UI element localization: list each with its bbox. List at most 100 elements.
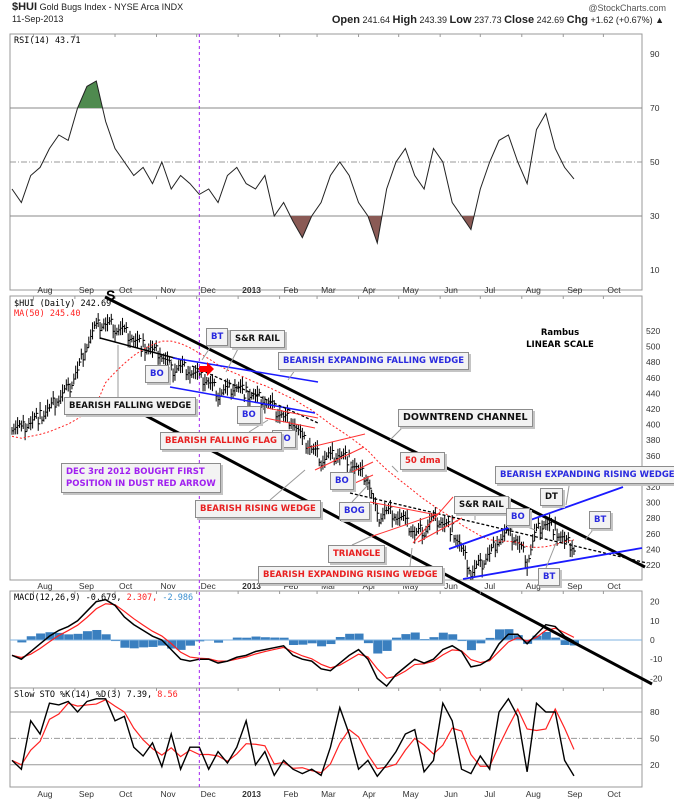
bo-callout-4: BO [330,472,354,490]
month-label: Dec [201,789,217,799]
macd-tick-label: -10 [650,654,663,664]
month-label: May [403,285,420,295]
ohlc-readout: Open 241.64 High 243.39 Low 237.73 Close… [332,14,664,26]
month-label: 2013 [242,285,261,295]
high-value: 243.39 [419,15,448,25]
index-name: Gold Bugs Index - NYSE Arca INDX [39,2,184,12]
sto-tick-label: 80 [650,707,660,717]
macd-legend-name: MACD(12,26,9) -0.679, [14,593,121,603]
macd-histogram-bar [307,640,317,644]
dt-callout: DT [540,488,563,506]
month-label: Jun [444,789,458,799]
macd-histogram-bar [382,640,392,651]
macd-histogram-bar [73,633,83,640]
macd-line [11,598,575,688]
triangle-upper [369,501,438,516]
rising-wedge-upper [306,433,366,449]
price-tick-label: 480 [646,357,660,367]
bo-callout-2: BO [237,406,261,424]
bt-callout-3: BT [538,568,561,586]
macd-histogram-bar [185,640,195,646]
macd-legend: MACD(12,26,9) -0.679, 2.307, -2.986 [14,593,193,603]
macd-histogram-bar [111,640,121,642]
shoulder-label: S [106,287,115,303]
month-label: Mar [321,789,336,799]
credit: @StockCharts.com [588,3,666,13]
blue-rising-wedge-upper [448,486,624,550]
small-flag-upper [351,461,374,473]
bearish-falling-wedge-callout: BEARISH FALLING WEDGE [64,397,197,415]
triangle-callout: TRIANGLE [328,545,386,563]
price-tick-label: 440 [646,388,660,398]
month-label: Oct [119,789,133,799]
sto-tick-label: 20 [650,760,660,770]
low-value: 237.73 [474,15,502,25]
month-label: Mar [321,581,336,591]
month-label: Oct [119,581,133,591]
month-label: Nov [161,285,177,295]
month-label: Feb [284,789,299,799]
macd-tick-label: 20 [650,597,660,607]
rsi-tick-label: 90 [650,49,660,59]
month-label: Nov [161,581,177,591]
open-label: Open [331,14,360,26]
macd-histogram-bar [26,636,36,640]
sto-panel [9,687,643,788]
downtrend-channel-upper [104,295,646,569]
macd-tick-label: -20 [650,673,663,683]
bearish-expanding-falling-wedge-callout: BEARISH EXPANDING FALLING WEDGE [278,352,470,370]
downtrend-channel-callout: DOWNTREND CHANNEL [398,409,533,427]
macd-histogram-bar [551,637,561,640]
sto-tick-label: 50 [650,733,660,743]
macd-histogram-bar [392,637,402,640]
macd-histogram-bar [17,640,27,643]
macd-histogram-bar [560,640,570,645]
macd-histogram-bar [120,640,130,648]
dec-callout-line-2: POSITION IN DUST RED ARROW [66,479,216,489]
month-label: Sep [567,581,582,591]
bo-callout-5: BO [506,508,530,526]
bo-callout-1: BO [145,365,169,383]
macd-histogram-bar [36,633,46,640]
red-arrow-icon [199,362,214,376]
ma50-line [11,340,575,548]
macd-histogram-bar [260,637,270,640]
expanding-wedge-upper [172,357,319,383]
month-label: Oct [607,285,621,295]
price-tick-label: 500 [646,342,660,352]
month-label: Jul [484,789,495,799]
sto-legend: Slow STO %K(14) %D(3) 7.39, 8.56 [14,690,178,700]
month-label: Nov [161,789,177,799]
rsi-tick-label: 30 [650,211,660,221]
month-label: Feb [284,581,299,591]
triangle-lower [369,512,441,538]
month-label: Aug [526,581,541,591]
macd-histogram-bar [139,640,149,648]
month-label: Feb [284,285,299,295]
macd-histogram-bar [345,633,355,640]
macd-histogram-bar [129,640,139,649]
macd-histogram-bar [429,637,439,640]
month-label: Aug [37,285,52,295]
macd-histogram-bar [523,640,533,644]
macd-legend-hist: -2.986 [157,593,193,603]
bearish-expanding-rising-wedge-callout-2: BEARISH EXPANDING RISING WEDGE [258,566,443,584]
chart-title: $HUI Gold Bugs Index - NYSE Arca INDX [12,1,183,13]
macd-histogram-bar [466,640,476,651]
month-label: Aug [37,581,52,591]
month-label: Oct [607,789,621,799]
price-tick-label: 520 [646,326,660,336]
month-label: Mar [321,285,336,295]
macd-histogram-bar [476,640,486,644]
macd-histogram-bar [326,640,336,645]
month-label: Sep [79,789,94,799]
macd-histogram-bar [541,632,551,640]
month-label: 2013 [242,581,261,591]
month-label: Apr [363,285,376,295]
chart-date: 11-Sep-2013 [12,14,64,24]
month-label: May [403,789,420,799]
macd-histogram-bar [279,637,289,640]
month-label: Aug [526,285,541,295]
month-label: Jul [484,285,495,295]
